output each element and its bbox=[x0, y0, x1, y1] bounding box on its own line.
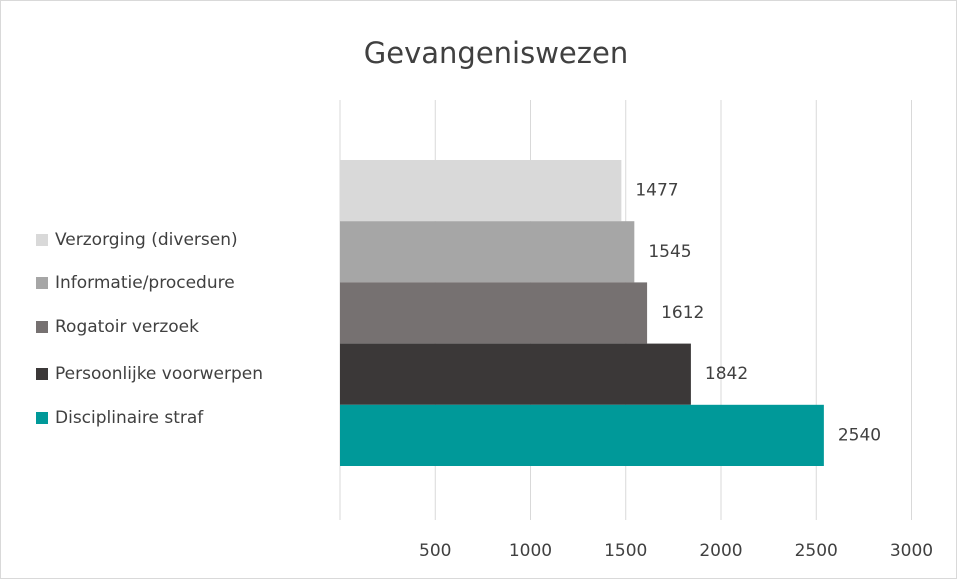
x-tick-label: 3000 bbox=[890, 541, 933, 561]
legend-swatch bbox=[36, 368, 48, 380]
chart-title: Gevangeniswezen bbox=[364, 36, 628, 70]
x-tick-label: 2000 bbox=[699, 541, 742, 561]
bar bbox=[340, 282, 648, 344]
x-tick-label: 1500 bbox=[604, 541, 647, 561]
legend-label: Informatie/procedure bbox=[55, 273, 235, 293]
data-label: 1842 bbox=[705, 364, 748, 384]
bar bbox=[340, 404, 824, 466]
x-tick-label: 2500 bbox=[795, 541, 838, 561]
legend-label: Disciplinaire straf bbox=[55, 408, 204, 428]
x-tick-label: 500 bbox=[419, 541, 451, 561]
bar bbox=[340, 160, 622, 222]
bar bbox=[340, 221, 635, 283]
x-tick-label: 1000 bbox=[509, 541, 552, 561]
data-label: 2540 bbox=[838, 425, 881, 445]
legend-label: Verzorging (diversen) bbox=[55, 230, 238, 250]
data-label: 1545 bbox=[648, 242, 691, 262]
legend-swatch bbox=[36, 321, 48, 333]
legend-swatch bbox=[36, 277, 48, 289]
legend-swatch bbox=[36, 412, 48, 424]
bar bbox=[340, 343, 691, 405]
legend-label: Rogatoir verzoek bbox=[55, 317, 199, 337]
data-label: 1477 bbox=[635, 181, 678, 201]
data-label: 1612 bbox=[661, 303, 704, 323]
legend-swatch bbox=[36, 234, 48, 246]
legend-label: Persoonlijke voorwerpen bbox=[55, 364, 263, 384]
